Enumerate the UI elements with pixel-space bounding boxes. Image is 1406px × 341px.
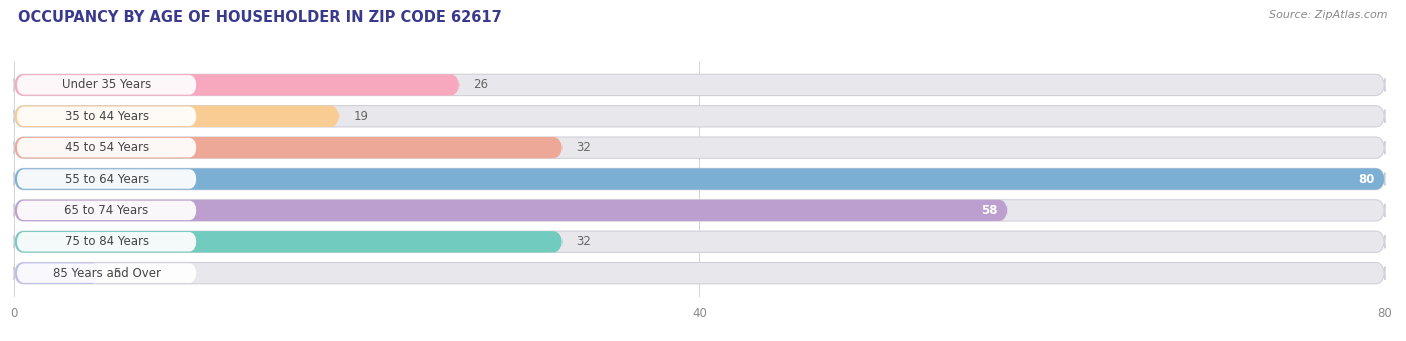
FancyBboxPatch shape — [14, 74, 1385, 95]
Text: Under 35 Years: Under 35 Years — [62, 78, 152, 91]
FancyBboxPatch shape — [17, 201, 197, 220]
Text: 80: 80 — [1358, 173, 1375, 186]
FancyBboxPatch shape — [14, 231, 1385, 252]
FancyBboxPatch shape — [14, 263, 1385, 284]
FancyBboxPatch shape — [14, 263, 100, 284]
FancyBboxPatch shape — [14, 168, 1385, 190]
FancyBboxPatch shape — [14, 231, 562, 252]
Text: 55 to 64 Years: 55 to 64 Years — [65, 173, 149, 186]
FancyBboxPatch shape — [17, 232, 197, 252]
FancyBboxPatch shape — [14, 200, 1008, 221]
FancyBboxPatch shape — [17, 169, 197, 189]
Text: 19: 19 — [353, 110, 368, 123]
Text: 26: 26 — [474, 78, 488, 91]
FancyBboxPatch shape — [17, 263, 197, 283]
FancyBboxPatch shape — [14, 168, 1385, 190]
Text: 5: 5 — [114, 267, 121, 280]
Text: OCCUPANCY BY AGE OF HOUSEHOLDER IN ZIP CODE 62617: OCCUPANCY BY AGE OF HOUSEHOLDER IN ZIP C… — [18, 10, 502, 25]
Text: 58: 58 — [981, 204, 998, 217]
Text: 75 to 84 Years: 75 to 84 Years — [65, 235, 149, 248]
Text: 85 Years and Over: 85 Years and Over — [52, 267, 160, 280]
FancyBboxPatch shape — [14, 74, 460, 95]
Text: 32: 32 — [576, 141, 591, 154]
FancyBboxPatch shape — [14, 200, 1385, 221]
Text: 35 to 44 Years: 35 to 44 Years — [65, 110, 149, 123]
FancyBboxPatch shape — [14, 137, 1385, 158]
FancyBboxPatch shape — [17, 138, 197, 158]
Text: 45 to 54 Years: 45 to 54 Years — [65, 141, 149, 154]
FancyBboxPatch shape — [14, 106, 1385, 127]
Text: 32: 32 — [576, 235, 591, 248]
Text: 65 to 74 Years: 65 to 74 Years — [65, 204, 149, 217]
Text: Source: ZipAtlas.com: Source: ZipAtlas.com — [1270, 10, 1388, 20]
FancyBboxPatch shape — [14, 137, 562, 158]
FancyBboxPatch shape — [14, 106, 340, 127]
FancyBboxPatch shape — [17, 106, 197, 126]
FancyBboxPatch shape — [17, 75, 197, 95]
